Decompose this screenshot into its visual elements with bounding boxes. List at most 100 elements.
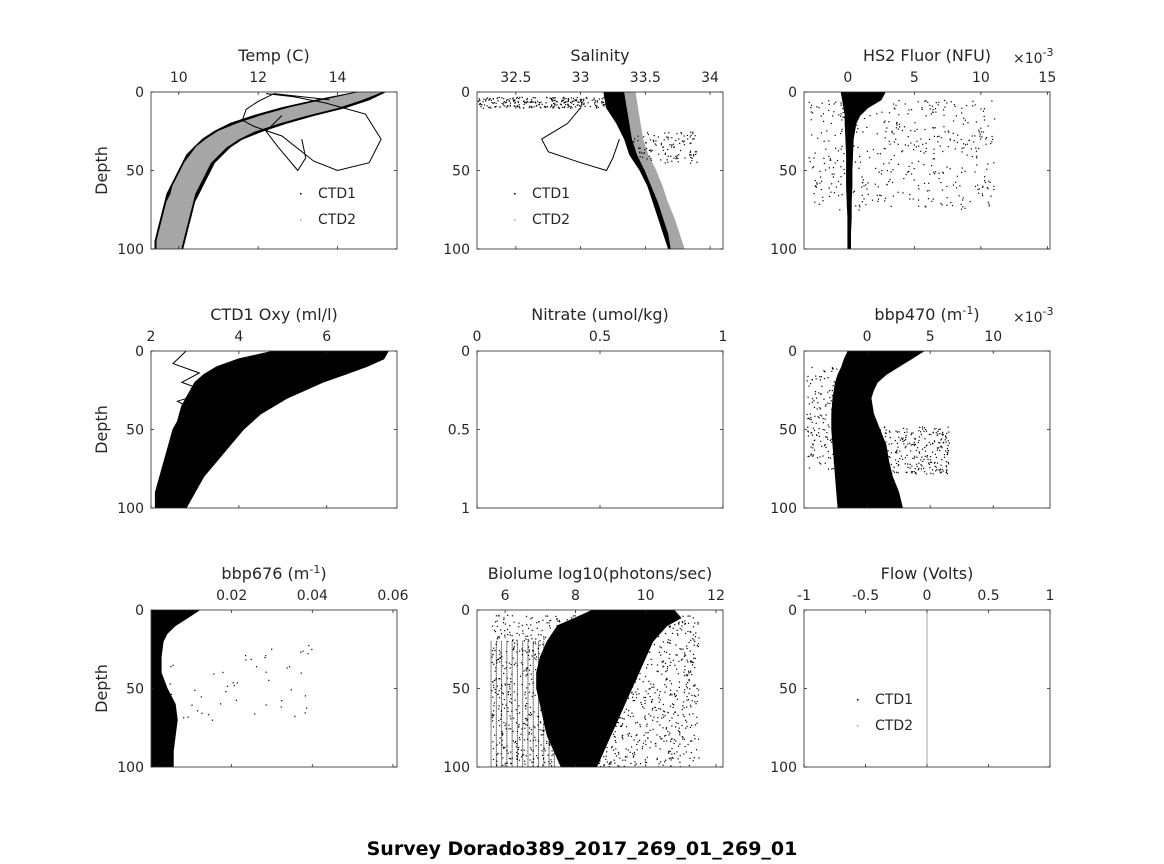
point [810,104,813,106]
point [689,136,691,138]
point [694,657,696,659]
point [690,706,692,708]
point [921,465,923,467]
point [844,403,846,405]
point [884,148,886,150]
point [849,189,851,191]
point [965,144,967,146]
point [518,737,521,739]
point [549,627,551,629]
point [660,628,662,630]
point [640,701,642,704]
point [840,113,842,115]
point [522,633,524,635]
point [605,644,607,646]
point [576,683,578,685]
point [556,625,558,627]
point [853,394,856,396]
point [846,441,849,443]
point [822,422,824,424]
point [877,186,879,188]
point [545,707,547,709]
point [671,703,674,705]
point [615,721,617,723]
point [642,656,645,659]
point [921,107,923,109]
point [558,652,560,654]
point [630,660,632,662]
point [531,638,533,640]
point [918,160,920,162]
point [885,448,887,450]
point [835,186,838,188]
point [939,446,941,448]
point [858,204,860,206]
point [811,167,814,169]
point [542,758,544,760]
point [530,634,532,636]
point [593,97,595,99]
point [924,128,926,131]
point [842,103,844,105]
x-tick-label: -0.5 [852,588,879,604]
point [957,134,959,136]
point [526,651,528,653]
point [559,103,561,105]
point [566,101,568,103]
point [833,381,835,383]
point [631,669,633,672]
point [671,144,673,146]
point [583,626,585,628]
point [561,99,563,101]
point [671,757,673,759]
point [562,751,565,753]
point [577,707,579,709]
point [684,654,686,656]
point [493,663,495,665]
point [625,669,627,671]
point [552,731,554,733]
point [822,418,824,420]
point [541,695,543,698]
point [518,106,520,108]
x-tick-label: 33.5 [630,70,661,86]
point [940,464,942,466]
point [582,739,584,741]
point [842,370,844,372]
point [862,179,864,181]
point [944,106,946,108]
point [574,666,577,668]
point [648,645,650,647]
point [918,205,920,207]
point [666,677,668,679]
point [629,716,631,718]
point [946,437,948,439]
y-tick-label: 100 [443,760,470,776]
point [549,97,551,99]
point [558,745,560,747]
point [627,655,629,657]
point [837,449,839,451]
point [843,168,845,171]
point [609,762,611,764]
point [507,634,509,636]
point [503,98,505,100]
point [582,720,584,722]
point [670,689,672,691]
point [917,441,919,444]
point [508,728,510,730]
point [879,429,882,431]
point [578,744,580,746]
point [504,683,506,685]
point [911,465,913,467]
point [840,389,842,391]
point [172,703,174,705]
point [569,747,572,749]
point [535,638,537,640]
point [574,615,576,617]
point [829,439,832,442]
x-tick-label: 0.5 [977,588,999,604]
point [550,705,552,707]
point [597,727,599,729]
point [603,105,605,107]
